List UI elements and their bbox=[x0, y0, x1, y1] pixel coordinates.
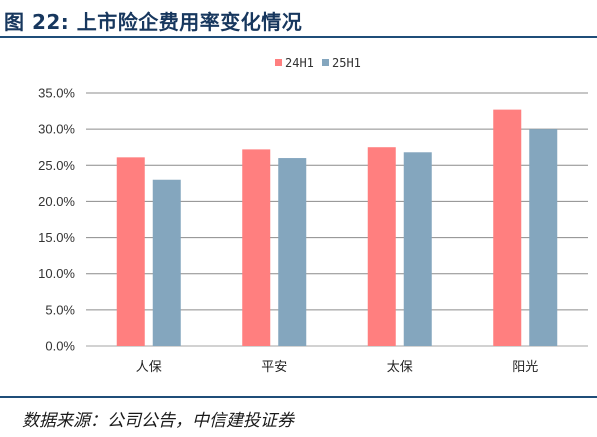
bar-25h1-1 bbox=[278, 158, 307, 346]
y-tick-label: 15.0% bbox=[38, 230, 75, 245]
legend-swatch bbox=[322, 59, 329, 66]
y-tick-label: 25.0% bbox=[38, 158, 75, 173]
bars bbox=[116, 109, 558, 346]
bar-25h1-2 bbox=[403, 152, 432, 346]
footer-divider bbox=[0, 396, 597, 398]
x-category-label: 平安 bbox=[261, 360, 287, 375]
bar-24h1-1 bbox=[242, 149, 271, 346]
x-category-label: 人保 bbox=[136, 360, 162, 375]
y-tick-label: 30.0% bbox=[38, 122, 75, 137]
x-category-label: 阳光 bbox=[512, 360, 538, 375]
y-tick-label: 10.0% bbox=[38, 266, 75, 281]
y-tick-label: 0.0% bbox=[45, 339, 75, 354]
bar-24h1-3 bbox=[493, 109, 522, 346]
bar-25h1-3 bbox=[529, 129, 558, 346]
bar-chart: 0.0% 5.0% 10.0% 15.0% 20.0% 25.0% 30.0% 35.0% 人… bbox=[38, 56, 588, 375]
source-note: 数据来源：公司公告，中信建投证券 bbox=[22, 411, 294, 431]
x-category-label: 太保 bbox=[387, 360, 413, 375]
bar-25h1-0 bbox=[152, 179, 181, 346]
y-tick-label: 5.0% bbox=[45, 302, 75, 317]
y-axis-tick-labels: 0.0% 5.0% 10.0% 15.0% 20.0% 25.0% 30.0% 35.0% bbox=[38, 86, 75, 354]
bar-24h1-0 bbox=[116, 157, 145, 346]
legend: 24H1 25H1 bbox=[275, 56, 361, 70]
y-tick-label: 35.0% bbox=[38, 86, 75, 101]
title-divider bbox=[0, 36, 597, 38]
bar-24h1-2 bbox=[367, 147, 396, 346]
x-axis-category-labels: 人保 平安 太保 阳光 bbox=[136, 360, 539, 375]
legend-label: 24H1 bbox=[285, 56, 314, 70]
figure-title: 图 22: 上市险企费用率变化情况 bbox=[4, 10, 303, 34]
y-tick-label: 20.0% bbox=[38, 194, 75, 209]
legend-swatch bbox=[275, 59, 282, 66]
legend-label: 25H1 bbox=[332, 56, 361, 70]
